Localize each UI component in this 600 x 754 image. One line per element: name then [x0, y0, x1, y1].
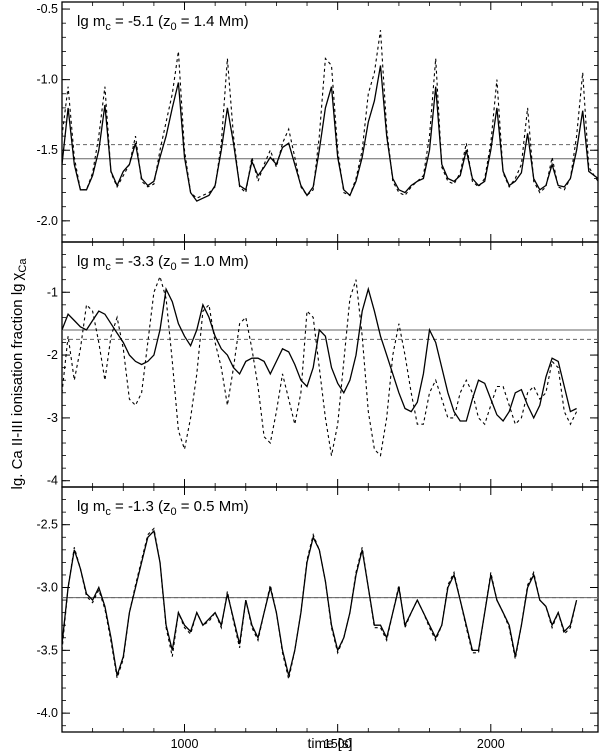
panel-label-subscript: c [105, 506, 111, 518]
y-tick-label: -3.0 [36, 581, 58, 595]
series-line-solid [62, 65, 598, 202]
x-tick-label: 1000 [171, 737, 199, 751]
y-tick-label: -3.5 [36, 643, 58, 657]
panel-label-part: = -5.1 (z [111, 13, 171, 30]
series-line-dashed [62, 527, 578, 680]
panels-group: -2.0-1.5-1.0-0.5lg mc = -5.1 (z0 = 1.4 M… [36, 1, 599, 751]
panel-frame [61, 1, 599, 243]
panel-label-part: = -1.3 (z [111, 498, 171, 515]
panel-label-part: lg m [77, 498, 105, 515]
panel-label: lg mc = -3.3 (z0 = 1.0 Mm) [77, 253, 249, 273]
y-tick-label: -2.0 [36, 214, 58, 228]
y-tick-label: -1.5 [36, 143, 58, 157]
panel-label: lg mc = -1.3 (z0 = 0.5 Mm) [77, 498, 249, 518]
y-tick-label: -1.0 [36, 73, 58, 87]
panel-label-subscript: c [105, 261, 111, 273]
panel-label-part: lg m [77, 253, 105, 270]
y-tick-label: -3 [47, 411, 58, 425]
panel-frame [61, 486, 599, 733]
y-tick-label: -4 [47, 474, 58, 488]
panel-label-subscript: c [105, 21, 111, 33]
y-axis-title-symbol: χ [9, 273, 26, 281]
panel-1: -2.0 -1.5 -1.0 -0.5 lg mc = -5.1 (z0 = 1.4 M… [36, 1, 599, 243]
panel-3: -4.0 -3.5 -3.0 -2.5 lg mc = -1.3 (z0 = 0.5 M… [36, 486, 599, 751]
panel-label: lg mc = -5.1 (z0 = 1.4 Mm) [77, 13, 249, 33]
panel-label-part: = -3.3 (z [111, 253, 171, 270]
y-axis-title-subscript: Ca [17, 258, 29, 273]
panel-label-subscript: 0 [170, 261, 176, 273]
series-line-solid [62, 286, 577, 423]
panel-label-part: = 0.5 Mm) [177, 498, 249, 515]
series-line-dashed [62, 30, 598, 199]
y-tick-label: -1 [47, 285, 58, 299]
y-tick-label: -2 [47, 348, 58, 362]
panel-2: -4 -3 -2 -1 lg mc = -3.3 (z0 = 1.0 Mm) [47, 241, 599, 488]
y-tick-label: -0.5 [36, 2, 58, 16]
y-axis-title: lg. Ca II-III ionisation fraction lg χCa [9, 258, 29, 490]
y-tick-label: -4.0 [36, 706, 58, 720]
panel-label-part: lg m [77, 13, 105, 30]
y-tick-label: -2.5 [36, 518, 58, 532]
x-tick-label: 1500 [324, 737, 352, 751]
panel-label-part: = 1.0 Mm) [177, 253, 249, 270]
panel-label-part: = 1.4 Mm) [177, 13, 249, 30]
x-tick-label: 2000 [477, 737, 505, 751]
panel-label-subscript: 0 [170, 21, 176, 33]
panel-label-subscript: 0 [170, 506, 176, 518]
y-axis-title-text: lg. Ca II-III ionisation fraction lg [9, 284, 26, 490]
x-axis-title: time [s] [307, 735, 352, 751]
series-line-dashed [62, 274, 578, 457]
svg-text:lg. Ca II-III ionisation fract: lg. Ca II-III ionisation fraction lg χCa [9, 258, 29, 490]
